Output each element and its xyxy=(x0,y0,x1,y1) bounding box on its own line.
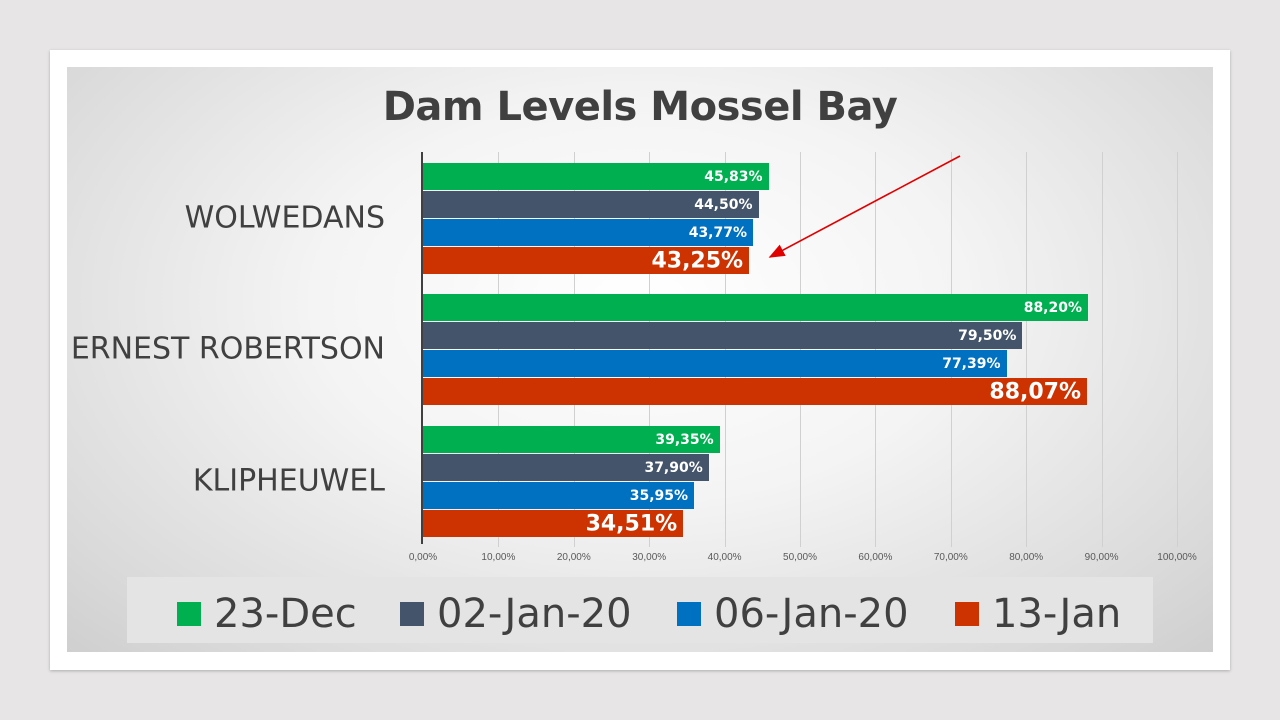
bar-06-jan-20: 35,95% xyxy=(423,482,695,509)
gridline xyxy=(1177,152,1178,547)
gridline xyxy=(724,152,726,547)
bar-02-jan-20: 37,90% xyxy=(423,454,709,481)
data-label: 43,77% xyxy=(688,224,748,241)
gridline xyxy=(875,152,877,547)
x-tick-label: 0,00% xyxy=(408,552,438,563)
bar-13-jan: 43,25% xyxy=(423,247,750,274)
x-tick-label: 30,00% xyxy=(632,552,667,563)
data-label: 88,07% xyxy=(989,379,1082,404)
category-label: ERNEST ROBERTSON xyxy=(70,331,385,367)
legend-item: 02-Jan-20 xyxy=(400,591,632,637)
data-label: 44,50% xyxy=(694,196,753,213)
bar-13-jan: 88,07% xyxy=(423,378,1088,405)
legend-swatch-icon xyxy=(400,602,424,626)
legend-item: 06-Jan-20 xyxy=(677,591,909,637)
bar-23-dec: 39,35% xyxy=(423,426,720,453)
bar-02-jan-20: 79,50% xyxy=(423,322,1023,349)
legend: 23-Dec 02-Jan-20 06-Jan-20 13-Jan xyxy=(127,577,1153,643)
legend-label: 02-Jan-20 xyxy=(437,591,632,637)
gridline xyxy=(573,152,575,547)
bar-13-jan: 34,51% xyxy=(423,510,684,537)
legend-label: 06-Jan-20 xyxy=(714,591,909,637)
chart-title: Dam Levels Mossel Bay xyxy=(382,84,898,130)
bar-02-jan-20: 44,50% xyxy=(423,191,759,218)
legend-swatch-icon xyxy=(955,602,979,626)
x-tick-label: 50,00% xyxy=(783,552,817,563)
data-label: 88,20% xyxy=(1023,299,1083,316)
data-label: 45,83% xyxy=(704,168,763,185)
data-label: 37,90% xyxy=(644,459,703,476)
x-tick-label: 20,00% xyxy=(556,552,591,563)
legend-item: 23-Dec xyxy=(177,591,357,637)
x-tick-label: 40,00% xyxy=(707,552,742,563)
category-label: KLIPHEUWEL xyxy=(192,463,385,499)
bar-06-jan-20: 43,77% xyxy=(423,219,754,246)
arrow-line xyxy=(768,155,961,258)
legend-label: 23-Dec xyxy=(214,591,357,637)
data-label: 79,50% xyxy=(958,327,1017,344)
x-tick-label: 10,00% xyxy=(481,552,516,563)
x-tick-label: 60,00% xyxy=(858,552,893,563)
data-label: 43,25% xyxy=(651,248,744,273)
legend-label: 13-Jan xyxy=(992,591,1122,637)
legend-swatch-icon xyxy=(677,602,701,626)
gridline xyxy=(950,152,952,547)
data-label: 34,51% xyxy=(585,511,678,536)
bar-23-dec: 45,83% xyxy=(423,163,769,190)
x-tick-label: 90,00% xyxy=(1084,552,1119,563)
data-label: 35,95% xyxy=(629,487,689,504)
legend-swatch-icon xyxy=(177,602,201,626)
x-tick-label: 80,00% xyxy=(1009,552,1044,563)
bar-06-jan-20: 77,39% xyxy=(423,350,1007,377)
legend-item: 13-Jan xyxy=(955,591,1121,637)
gridline xyxy=(498,152,500,547)
x-tick-label: 70,00% xyxy=(933,552,968,563)
category-label: WOLWEDANS xyxy=(184,200,385,236)
gridline xyxy=(1101,152,1103,547)
y-axis-line xyxy=(421,152,423,544)
bar-23-dec: 88,20% xyxy=(423,294,1089,321)
gridline xyxy=(649,152,651,547)
data-label: 39,35% xyxy=(655,431,714,448)
gridline xyxy=(800,152,801,547)
x-tick-label: 100,00% xyxy=(1157,552,1197,563)
gridline xyxy=(1026,152,1028,547)
data-label: 77,39% xyxy=(942,355,1001,372)
